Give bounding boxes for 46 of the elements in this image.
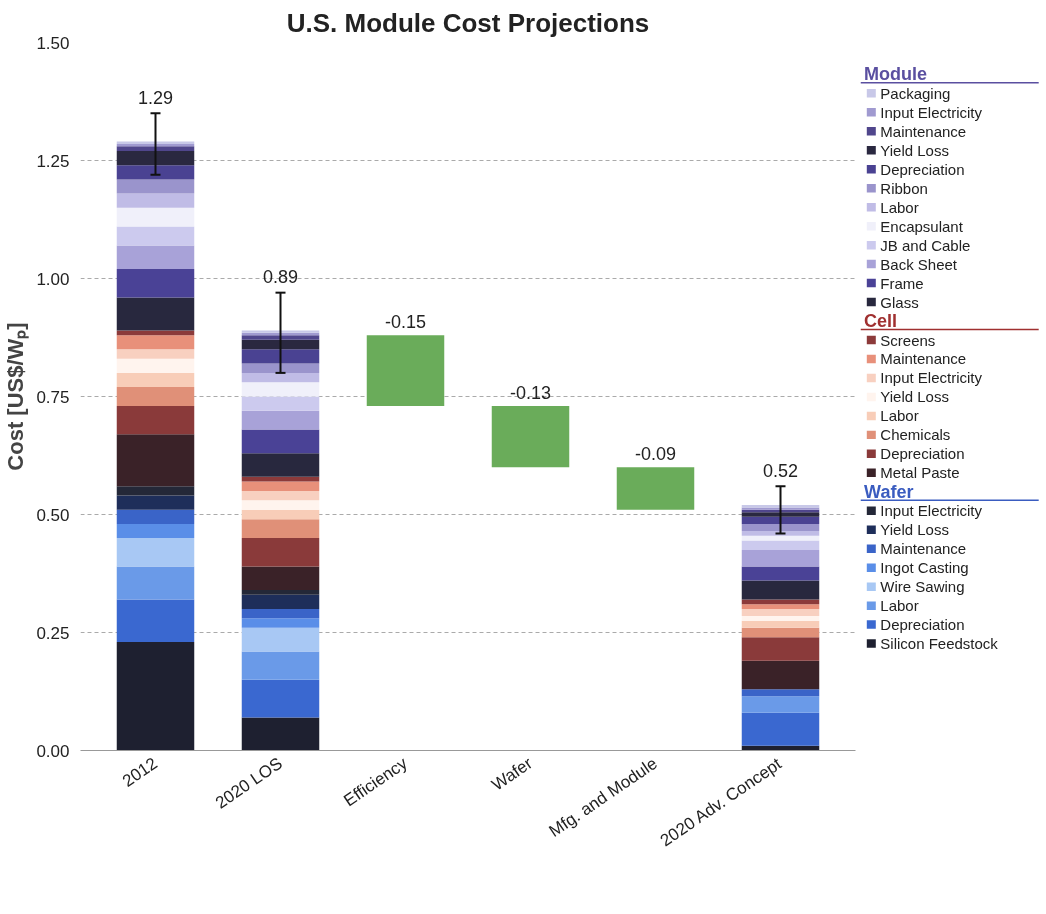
legend-label: Cell [864, 311, 898, 332]
legend-label: Silicon Feedstock [880, 635, 999, 653]
legend-label: Frame [880, 274, 924, 292]
y-tick-label: 0.00 [36, 741, 70, 761]
legend-label: Input Electricity [880, 502, 983, 520]
legend-label: Depreciation [880, 160, 965, 178]
data-label: -0.15 [384, 312, 427, 333]
y-tick-label: 1.50 [36, 33, 70, 53]
legend-label: Encapsulant [880, 217, 964, 235]
legend-label: Labor [880, 407, 919, 425]
total-label: 1.29 [137, 87, 174, 108]
legend-label: Back Sheet [880, 255, 958, 273]
y-tick-label: 0.50 [36, 505, 70, 525]
legend-label: Maintenance [880, 122, 967, 140]
legend-label: Yield Loss [880, 141, 949, 159]
legend-label: Module [864, 64, 928, 85]
legend-label: Maintenance [880, 350, 967, 368]
legend-label: Depreciation [880, 616, 965, 634]
legend-label: Ingot Casting [880, 559, 969, 577]
legend-label: Screens [880, 331, 936, 349]
legend-label: Packaging [880, 84, 951, 102]
legend-label: JB and Cable [880, 236, 971, 254]
legend-label: Metal Paste [880, 464, 960, 482]
data-label: -0.09 [634, 444, 677, 465]
legend-label: Chemicals [880, 426, 951, 444]
legend-label: Yield Loss [880, 388, 949, 406]
y-tick-label: 1.00 [36, 269, 70, 289]
y-tick-label: 1.25 [36, 151, 70, 171]
legend-label: Ribbon [880, 179, 928, 197]
legend-label: Glass [880, 293, 919, 311]
legend-label: Depreciation [880, 445, 965, 463]
legend-label: Labor [880, 597, 919, 615]
data-label: -0.13 [509, 382, 552, 403]
legend-label: Wire Sawing [880, 578, 965, 596]
chart-title: U.S. Module Cost Projections [286, 7, 650, 38]
y-tick-label: 0.25 [36, 623, 70, 643]
legend-label: Yield Loss [880, 521, 949, 539]
total-label: 0.89 [262, 267, 299, 288]
legend-label: Labor [880, 198, 919, 216]
legend-label: Wafer [864, 481, 914, 502]
legend-label: Input Electricity [880, 369, 983, 387]
y-axis-title: Cost [US$/Wₚ] [3, 322, 30, 471]
legend-label: Maintenance [880, 540, 967, 558]
total-label: 0.52 [762, 460, 799, 481]
legend-label: Input Electricity [880, 103, 983, 121]
y-tick-label: 0.75 [36, 387, 70, 407]
